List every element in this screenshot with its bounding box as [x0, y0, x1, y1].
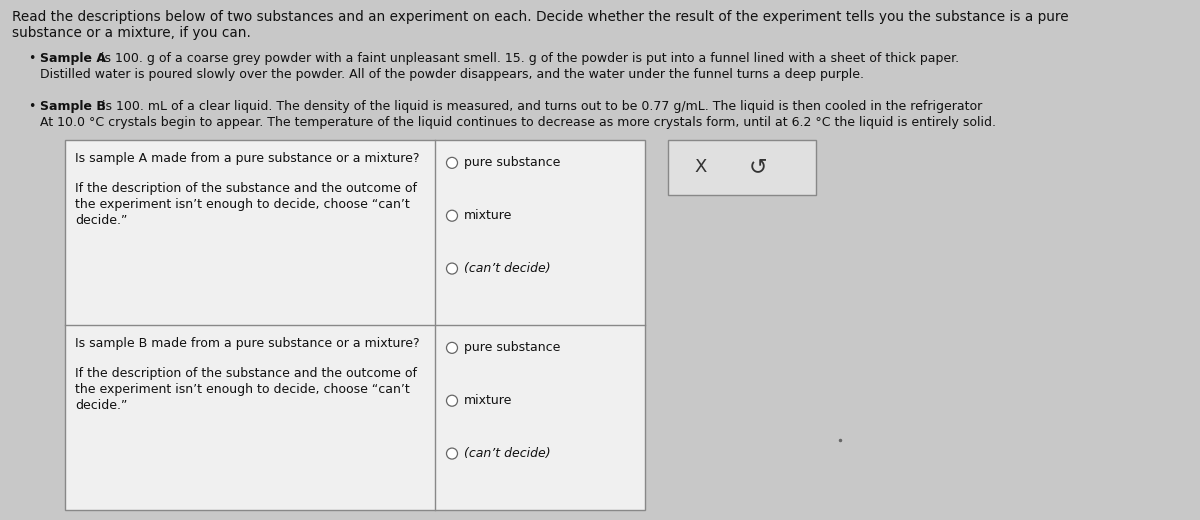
Circle shape — [446, 158, 457, 168]
Text: decide.”: decide.” — [74, 399, 127, 412]
Circle shape — [446, 448, 457, 459]
Text: mixture: mixture — [464, 209, 512, 222]
Text: Is sample A made from a pure substance or a mixture?: Is sample A made from a pure substance o… — [74, 152, 420, 165]
Text: Distilled water is poured slowly over the powder. All of the powder disappears, : Distilled water is poured slowly over th… — [40, 68, 864, 81]
Text: Read the descriptions below of two substances and an experiment on each. Decide : Read the descriptions below of two subst… — [12, 10, 1069, 24]
Text: At 10.0 °C crystals begin to appear. The temperature of the liquid continues to : At 10.0 °C crystals begin to appear. The… — [40, 116, 996, 129]
Text: •: • — [28, 52, 35, 65]
Circle shape — [446, 342, 457, 354]
Text: substance or a mixture, if you can.: substance or a mixture, if you can. — [12, 26, 251, 40]
Text: (can’t decide): (can’t decide) — [464, 262, 551, 275]
Text: Sample B: Sample B — [40, 100, 106, 113]
Text: Is sample B made from a pure substance or a mixture?: Is sample B made from a pure substance o… — [74, 337, 420, 350]
Text: is 100. g of a coarse grey powder with a faint unpleasant smell. 15. g of the po: is 100. g of a coarse grey powder with a… — [97, 52, 959, 65]
Text: mixture: mixture — [464, 394, 512, 407]
Text: the experiment isn’t enough to decide, choose “can’t: the experiment isn’t enough to decide, c… — [74, 198, 409, 211]
Text: is 100. mL of a clear liquid. The density of the liquid is measured, and turns o: is 100. mL of a clear liquid. The densit… — [98, 100, 983, 113]
Text: pure substance: pure substance — [464, 157, 560, 170]
Text: If the description of the substance and the outcome of: If the description of the substance and … — [74, 182, 418, 195]
Text: Sample A: Sample A — [40, 52, 106, 65]
Circle shape — [446, 210, 457, 221]
Text: the experiment isn’t enough to decide, choose “can’t: the experiment isn’t enough to decide, c… — [74, 383, 409, 396]
Text: If the description of the substance and the outcome of: If the description of the substance and … — [74, 367, 418, 380]
Bar — [668, 140, 816, 195]
Text: •: • — [28, 100, 35, 113]
Text: pure substance: pure substance — [464, 341, 560, 354]
Text: (can’t decide): (can’t decide) — [464, 447, 551, 460]
Text: X: X — [695, 159, 707, 176]
Circle shape — [446, 395, 457, 406]
Bar — [65, 140, 646, 510]
Circle shape — [446, 263, 457, 274]
Text: decide.”: decide.” — [74, 214, 127, 227]
Text: ↺: ↺ — [749, 158, 767, 177]
